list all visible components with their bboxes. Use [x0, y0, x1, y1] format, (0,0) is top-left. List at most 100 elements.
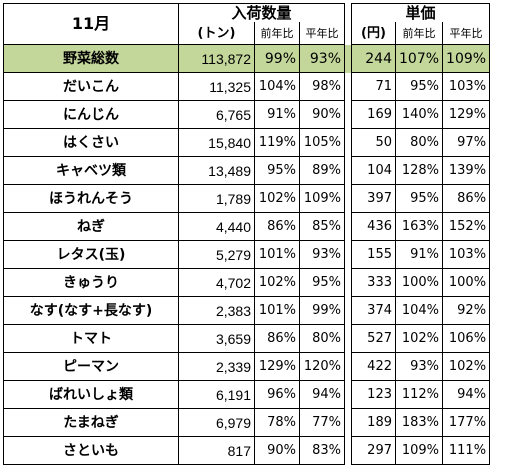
volume-yoy-cell: 91%: [254, 100, 300, 129]
volume-cell: 15,840: [178, 128, 255, 157]
price-yoy-cell: 109%: [394, 436, 444, 465]
table-row: きゅうり 4,702 102% 95% 333 100% 100%: [3, 268, 491, 297]
price-yoy-cell: 95%: [394, 72, 444, 101]
table-row: ばれいしょ類 6,191 96% 94% 123 112% 94%: [3, 380, 491, 409]
price-normal-header: 平年比: [442, 22, 491, 45]
column-spacer: [344, 352, 352, 381]
column-spacer: [344, 212, 352, 241]
price-cell: 244: [351, 44, 396, 73]
volume-normal-cell: 99%: [299, 296, 345, 325]
column-spacer: [344, 436, 352, 465]
table-row: ピーマン 2,339 129% 120% 422 93% 102%: [3, 352, 491, 381]
price-yoy-cell: 91%: [394, 240, 444, 269]
volume-normal-cell: 98%: [299, 72, 345, 101]
volume-yoy-cell: 99%: [254, 44, 300, 73]
price-cell: 123: [351, 380, 396, 409]
volume-cell: 6,191: [178, 380, 255, 409]
column-spacer: [344, 128, 352, 157]
price-normal-cell: 97%: [442, 128, 491, 157]
price-normal-cell: 92%: [442, 296, 491, 325]
month-header: 11月: [3, 3, 179, 45]
price-unit-header: (円): [351, 22, 396, 45]
table-row: さといも 817 90% 83% 297 109% 111%: [3, 436, 491, 465]
table-row: トマト 3,659 86% 80% 527 102% 106%: [3, 324, 491, 353]
price-yoy-cell: 100%: [394, 268, 444, 297]
row-name: ねぎ: [3, 212, 179, 241]
column-spacer: [344, 408, 352, 437]
price-yoy-cell: 163%: [394, 212, 444, 241]
volume-normal-cell: 85%: [299, 212, 345, 241]
volume-cell: 113,872: [178, 44, 255, 73]
volume-yoy-cell: 102%: [254, 184, 300, 213]
price-cell: 527: [351, 324, 396, 353]
volume-cell: 2,339: [178, 352, 255, 381]
price-normal-cell: 111%: [442, 436, 491, 465]
price-cell: 374: [351, 296, 396, 325]
row-name: たまねぎ: [3, 408, 179, 437]
price-cell: 397: [351, 184, 396, 213]
column-spacer: [344, 296, 352, 325]
volume-normal-cell: 83%: [299, 436, 345, 465]
price-cell: 436: [351, 212, 396, 241]
volume-cell: 13,489: [178, 156, 255, 185]
price-yoy-header: 前年比: [394, 22, 444, 45]
volume-normal-cell: 89%: [299, 156, 345, 185]
vegetable-price-table: 11月 入荷数量 単価 (トン) 前年比 平年比 (円) 前年比 平年比 野菜総…: [3, 3, 491, 465]
volume-normal-cell: 90%: [299, 100, 345, 129]
table-row: だいこん 11,325 104% 98% 71 95% 103%: [3, 72, 491, 101]
volume-group-header: 入荷数量: [178, 3, 345, 22]
table-row: たまねぎ 6,979 78% 77% 189 183% 177%: [3, 408, 491, 437]
header-row-1: 11月 入荷数量 単価: [3, 3, 491, 45]
column-spacer: [344, 72, 352, 101]
column-spacer: [344, 100, 352, 129]
volume-yoy-cell: 86%: [254, 212, 300, 241]
row-name: なす(なす+長なす): [3, 296, 179, 325]
volume-normal-cell: 93%: [299, 240, 345, 269]
price-normal-cell: 94%: [442, 380, 491, 409]
column-spacer: [344, 3, 352, 45]
price-yoy-cell: 140%: [394, 100, 444, 129]
price-normal-cell: 103%: [442, 240, 491, 269]
volume-yoy-cell: 102%: [254, 268, 300, 297]
price-yoy-cell: 112%: [394, 380, 444, 409]
row-name: にんじん: [3, 100, 179, 129]
price-normal-cell: 106%: [442, 324, 491, 353]
row-name: ピーマン: [3, 352, 179, 381]
price-yoy-cell: 128%: [394, 156, 444, 185]
price-normal-cell: 129%: [442, 100, 491, 129]
price-normal-cell: 103%: [442, 72, 491, 101]
row-name: レタス(玉): [3, 240, 179, 269]
row-name: ばれいしょ類: [3, 380, 179, 409]
price-yoy-cell: 95%: [394, 184, 444, 213]
table-row: にんじん 6,765 91% 90% 169 140% 129%: [3, 100, 491, 129]
volume-yoy-cell: 96%: [254, 380, 300, 409]
row-name: キャベツ類: [3, 156, 179, 185]
volume-cell: 6,765: [178, 100, 255, 129]
price-cell: 155: [351, 240, 396, 269]
volume-normal-cell: 95%: [299, 268, 345, 297]
price-cell: 422: [351, 352, 396, 381]
volume-normal-cell: 120%: [299, 352, 345, 381]
price-cell: 104: [351, 156, 396, 185]
volume-normal-cell: 80%: [299, 324, 345, 353]
volume-yoy-cell: 86%: [254, 324, 300, 353]
column-spacer: [344, 380, 352, 409]
volume-yoy-cell: 104%: [254, 72, 300, 101]
header-row-2: (トン) 前年比 平年比 (円) 前年比 平年比: [4, 22, 491, 45]
volume-cell: 4,440: [178, 212, 255, 241]
volume-yoy-header: 前年比: [254, 22, 300, 45]
volume-cell: 817: [178, 436, 255, 465]
price-yoy-cell: 93%: [394, 352, 444, 381]
row-name: 野菜総数: [3, 44, 179, 73]
price-yoy-cell: 183%: [394, 408, 444, 437]
column-spacer: [344, 240, 352, 269]
price-cell: 169: [351, 100, 396, 129]
price-yoy-cell: 80%: [394, 128, 444, 157]
volume-yoy-cell: 95%: [254, 156, 300, 185]
row-name: トマト: [3, 324, 179, 353]
price-cell: 333: [351, 268, 396, 297]
volume-normal-cell: 77%: [299, 408, 345, 437]
volume-cell: 2,383: [178, 296, 255, 325]
price-normal-cell: 100%: [442, 268, 491, 297]
volume-normal-cell: 109%: [299, 184, 345, 213]
